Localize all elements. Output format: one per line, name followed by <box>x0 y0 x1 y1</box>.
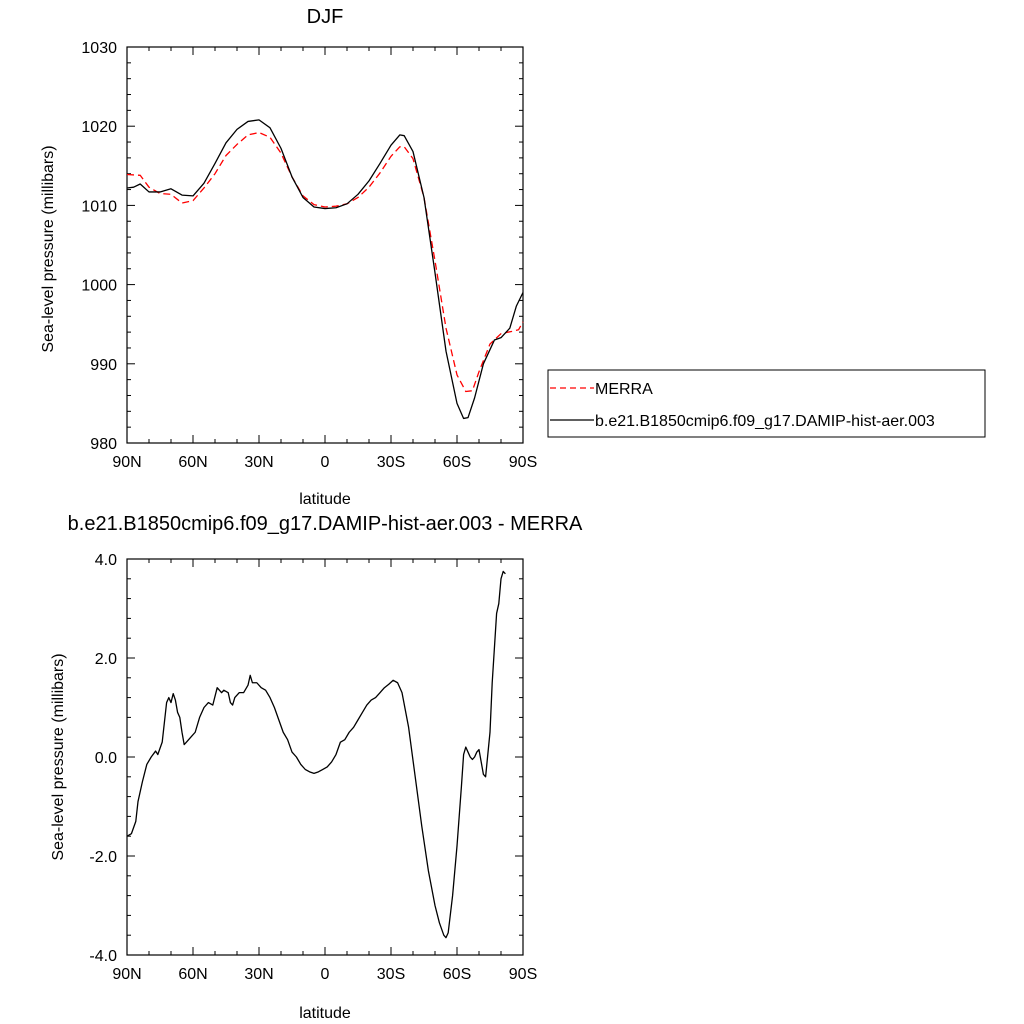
bottom-x-axis-label: latitude <box>299 1005 351 1022</box>
bottom-x-tick-label: 90S <box>509 966 537 983</box>
top-x-tick-label: 60S <box>443 454 471 471</box>
top-chart-title: DJF <box>307 6 344 28</box>
top-y-tick-label: 1020 <box>81 119 117 136</box>
bottom-y-tick-label: 2.0 <box>95 651 117 668</box>
top-panel: DJF 90N 60N 30N 0 30S 60S 90S 980 990 1000 1010 102… <box>40 6 986 508</box>
top-series-line-1 <box>126 119 524 420</box>
top-y-axis-label: Sea-level pressure (millibars) <box>40 145 57 352</box>
bottom-y-tick-label: -4.0 <box>89 948 117 965</box>
bottom-y-axis-label: Sea-level pressure (millibars) <box>50 653 67 860</box>
bottom-y-tick-label: 4.0 <box>95 552 117 569</box>
top-y-tick-label: 1030 <box>81 40 117 57</box>
top-y-tick-label: 1000 <box>81 278 117 295</box>
top-x-tick-label: 30N <box>244 454 273 471</box>
bottom-x-tick-label: 60S <box>443 966 471 983</box>
top-y-tick-label: 990 <box>90 357 117 374</box>
top-x-axis-label: latitude <box>299 491 351 508</box>
bottom-series-line-0 <box>126 570 506 939</box>
bottom-x-tick-label: 30N <box>244 966 273 983</box>
bottom-panel: b.e21.B1850cmip6.f09_g17.DAMIP-hist-aer.… <box>50 513 583 1022</box>
bottom-x-tick-label: 60N <box>178 966 207 983</box>
bottom-x-tick-label: 0 <box>321 966 330 983</box>
bottom-y-tick-label: -2.0 <box>89 849 117 866</box>
bottom-plot-frame: 90N 60N 30N 0 30S 60S 90S -4.0 -2.0 0.0 2.0 4.0 <box>89 552 537 983</box>
top-x-tick-label: 30S <box>377 454 405 471</box>
legend-box <box>547 369 986 438</box>
top-plot-frame: 90N 60N 30N 0 30S 60S 90S 980 990 1000 1010 1020 103… <box>81 40 537 471</box>
top-legend: MERRA b.e21.B1850cmip6.f09_g17.DAMIP-his… <box>547 369 986 438</box>
legend-merra-label: MERRA <box>595 381 653 398</box>
bottom-chart-title: b.e21.B1850cmip6.f09_g17.DAMIP-hist-aer.… <box>68 513 583 535</box>
top-x-tick-label: 90N <box>112 454 141 471</box>
top-series-group <box>126 119 524 420</box>
legend-model-label: b.e21.B1850cmip6.f09_g17.DAMIP-hist-aer.… <box>595 413 935 430</box>
top-x-tick-label: 60N <box>178 454 207 471</box>
top-x-tick-label: 90S <box>509 454 537 471</box>
top-y-tick-label: 980 <box>90 436 117 453</box>
top-x-tick-label: 0 <box>321 454 330 471</box>
bottom-series-group <box>126 570 506 939</box>
top-plot-border <box>126 46 524 444</box>
bottom-x-tick-label: 30S <box>377 966 405 983</box>
bottom-x-tick-label: 90N <box>112 966 141 983</box>
bottom-y-tick-label: 0.0 <box>95 750 117 767</box>
top-y-tick-label: 1010 <box>81 198 117 215</box>
top-series-line-0 <box>126 131 524 393</box>
